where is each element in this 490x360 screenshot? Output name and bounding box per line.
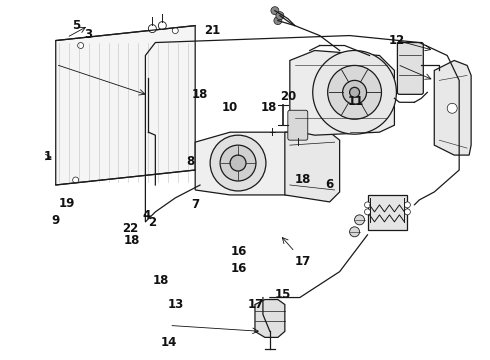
Text: 11: 11	[348, 95, 365, 108]
Text: 3: 3	[84, 28, 92, 41]
Polygon shape	[255, 300, 285, 337]
Text: 17: 17	[294, 255, 311, 268]
Circle shape	[77, 42, 84, 49]
Text: 21: 21	[204, 24, 220, 37]
Text: 8: 8	[186, 155, 195, 168]
Text: 19: 19	[59, 197, 75, 210]
Circle shape	[148, 24, 156, 32]
Text: 15: 15	[275, 288, 291, 301]
Circle shape	[276, 12, 284, 20]
Text: 2: 2	[148, 216, 156, 229]
Text: 13: 13	[168, 298, 184, 311]
Circle shape	[355, 215, 365, 225]
Text: 16: 16	[231, 262, 247, 275]
Text: 18: 18	[294, 173, 311, 186]
Text: 17: 17	[247, 298, 264, 311]
Circle shape	[365, 202, 370, 208]
Polygon shape	[195, 132, 310, 195]
Polygon shape	[56, 26, 195, 185]
Circle shape	[274, 17, 282, 24]
Circle shape	[328, 66, 382, 119]
Text: 18: 18	[260, 101, 277, 114]
Circle shape	[349, 227, 360, 237]
Text: 18: 18	[192, 88, 208, 101]
Circle shape	[404, 202, 410, 208]
Circle shape	[343, 80, 367, 104]
Text: 12: 12	[389, 34, 405, 48]
Circle shape	[158, 22, 166, 30]
Circle shape	[404, 209, 410, 215]
Circle shape	[73, 177, 78, 183]
Text: 4: 4	[142, 209, 150, 222]
Circle shape	[349, 87, 360, 97]
Circle shape	[313, 50, 396, 134]
FancyBboxPatch shape	[397, 42, 423, 94]
Circle shape	[210, 135, 266, 191]
Text: 22: 22	[122, 222, 138, 235]
Text: 16: 16	[231, 245, 247, 258]
Polygon shape	[290, 50, 394, 135]
Text: 6: 6	[325, 178, 333, 191]
Text: 7: 7	[191, 198, 199, 211]
Text: 5: 5	[73, 19, 81, 32]
Text: 20: 20	[280, 90, 296, 103]
Circle shape	[230, 155, 246, 171]
Text: 10: 10	[221, 101, 238, 114]
Text: 9: 9	[51, 214, 60, 227]
FancyBboxPatch shape	[288, 110, 308, 140]
Text: 14: 14	[161, 336, 177, 348]
Text: 1: 1	[43, 150, 51, 163]
Polygon shape	[285, 132, 340, 202]
Text: 18: 18	[153, 274, 169, 287]
Polygon shape	[434, 60, 471, 155]
Circle shape	[271, 7, 279, 15]
Polygon shape	[368, 195, 407, 230]
Circle shape	[365, 209, 370, 215]
Circle shape	[172, 28, 178, 33]
Circle shape	[447, 103, 457, 113]
Text: 18: 18	[123, 234, 140, 247]
Circle shape	[220, 145, 256, 181]
